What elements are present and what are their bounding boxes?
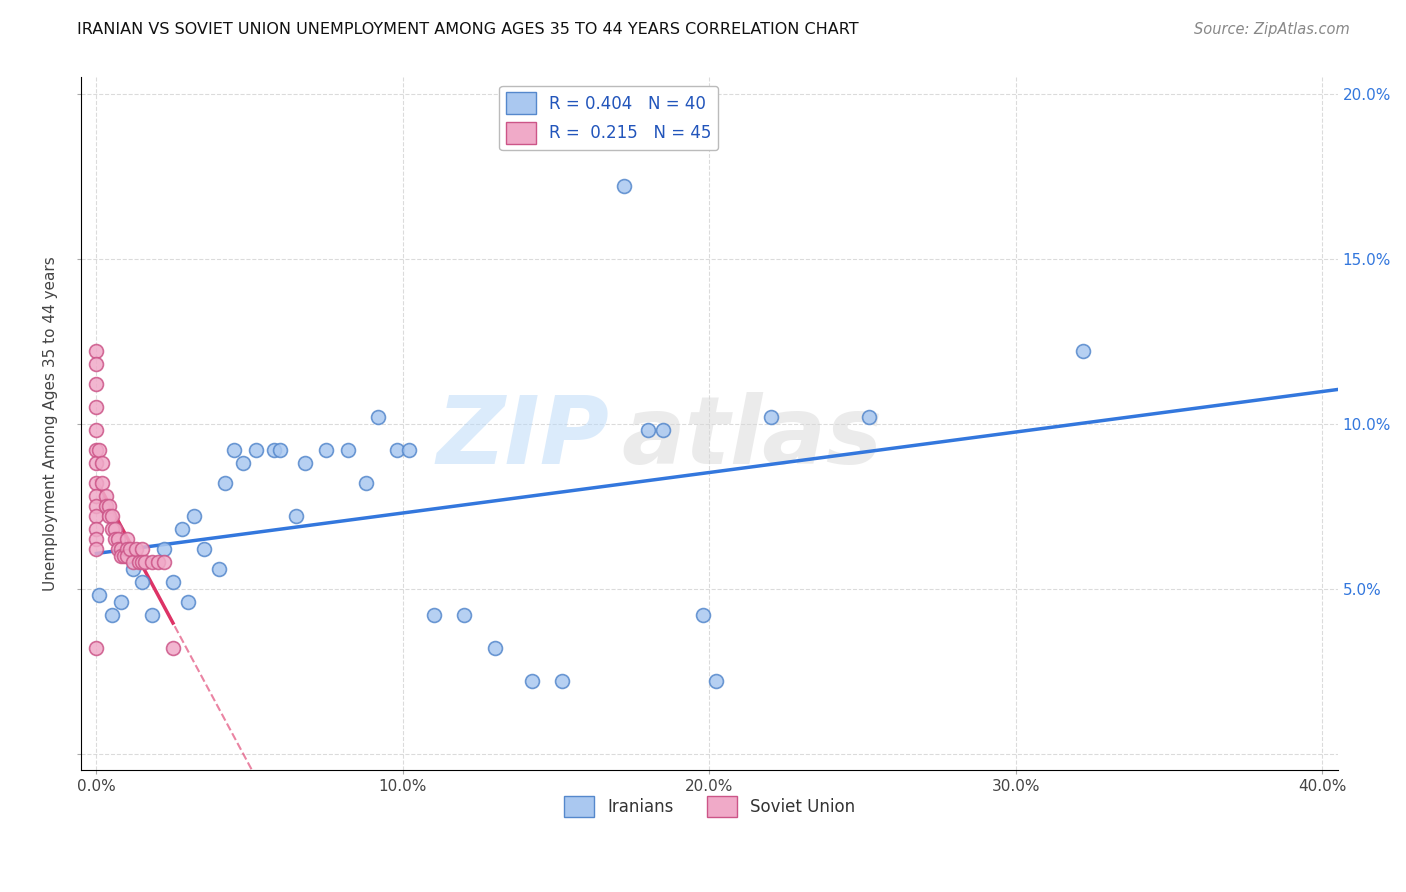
Point	[110, 549, 132, 563]
Point	[89, 588, 111, 602]
Point	[122, 562, 145, 576]
Point	[232, 456, 254, 470]
Point	[112, 549, 135, 563]
Point	[131, 542, 153, 557]
Point	[214, 476, 236, 491]
Point	[263, 443, 285, 458]
Point	[208, 562, 231, 576]
Point	[162, 574, 184, 589]
Point	[100, 607, 122, 622]
Point	[86, 344, 108, 359]
Point	[86, 456, 108, 470]
Point	[613, 179, 636, 194]
Point	[385, 443, 408, 458]
Point	[1073, 344, 1095, 359]
Text: IRANIAN VS SOVIET UNION UNEMPLOYMENT AMONG AGES 35 TO 44 YEARS CORRELATION CHART: IRANIAN VS SOVIET UNION UNEMPLOYMENT AMO…	[77, 22, 859, 37]
Point	[152, 542, 174, 557]
Point	[94, 499, 117, 513]
Point	[115, 542, 138, 557]
Point	[704, 673, 727, 688]
Point	[91, 476, 114, 491]
Point	[520, 673, 543, 688]
Point	[315, 443, 337, 458]
Point	[86, 443, 108, 458]
Point	[94, 489, 117, 503]
Point	[422, 607, 444, 622]
Point	[104, 532, 127, 546]
Point	[125, 542, 148, 557]
Point	[91, 456, 114, 470]
Point	[193, 542, 215, 557]
Point	[398, 443, 420, 458]
Point	[97, 509, 120, 524]
Point	[86, 401, 108, 415]
Point	[86, 476, 108, 491]
Point	[162, 640, 184, 655]
Y-axis label: Unemployment Among Ages 35 to 44 years: Unemployment Among Ages 35 to 44 years	[44, 256, 58, 591]
Point	[692, 607, 714, 622]
Point	[141, 555, 163, 569]
Text: ZIP: ZIP	[436, 392, 609, 483]
Point	[110, 542, 132, 557]
Point	[107, 542, 129, 557]
Point	[86, 357, 108, 371]
Point	[453, 607, 475, 622]
Point	[86, 640, 108, 655]
Point	[86, 509, 108, 524]
Point	[858, 410, 880, 425]
Point	[115, 549, 138, 563]
Point	[89, 443, 111, 458]
Point	[269, 443, 291, 458]
Point	[245, 443, 267, 458]
Point	[115, 532, 138, 546]
Point	[120, 542, 142, 557]
Point	[354, 476, 377, 491]
Point	[86, 489, 108, 503]
Point	[652, 423, 675, 437]
Text: Source: ZipAtlas.com: Source: ZipAtlas.com	[1194, 22, 1350, 37]
Point	[177, 595, 200, 609]
Point	[152, 555, 174, 569]
Point	[86, 522, 108, 536]
Point	[110, 595, 132, 609]
Point	[86, 499, 108, 513]
Point	[294, 456, 316, 470]
Point	[172, 522, 194, 536]
Point	[284, 509, 307, 524]
Point	[86, 423, 108, 437]
Point	[128, 555, 150, 569]
Point	[336, 443, 359, 458]
Point	[367, 410, 389, 425]
Point	[104, 522, 127, 536]
Point	[122, 555, 145, 569]
Point	[107, 532, 129, 546]
Point	[224, 443, 246, 458]
Point	[146, 555, 169, 569]
Point	[97, 499, 120, 513]
Point	[86, 377, 108, 392]
Point	[134, 555, 156, 569]
Point	[131, 555, 153, 569]
Legend: Iranians, Soviet Union: Iranians, Soviet Union	[557, 789, 862, 824]
Text: atlas: atlas	[621, 392, 883, 483]
Point	[100, 522, 122, 536]
Point	[131, 574, 153, 589]
Point	[183, 509, 205, 524]
Point	[100, 509, 122, 524]
Point	[86, 532, 108, 546]
Point	[86, 542, 108, 557]
Point	[484, 640, 506, 655]
Point	[759, 410, 782, 425]
Point	[141, 607, 163, 622]
Point	[637, 423, 659, 437]
Point	[551, 673, 574, 688]
